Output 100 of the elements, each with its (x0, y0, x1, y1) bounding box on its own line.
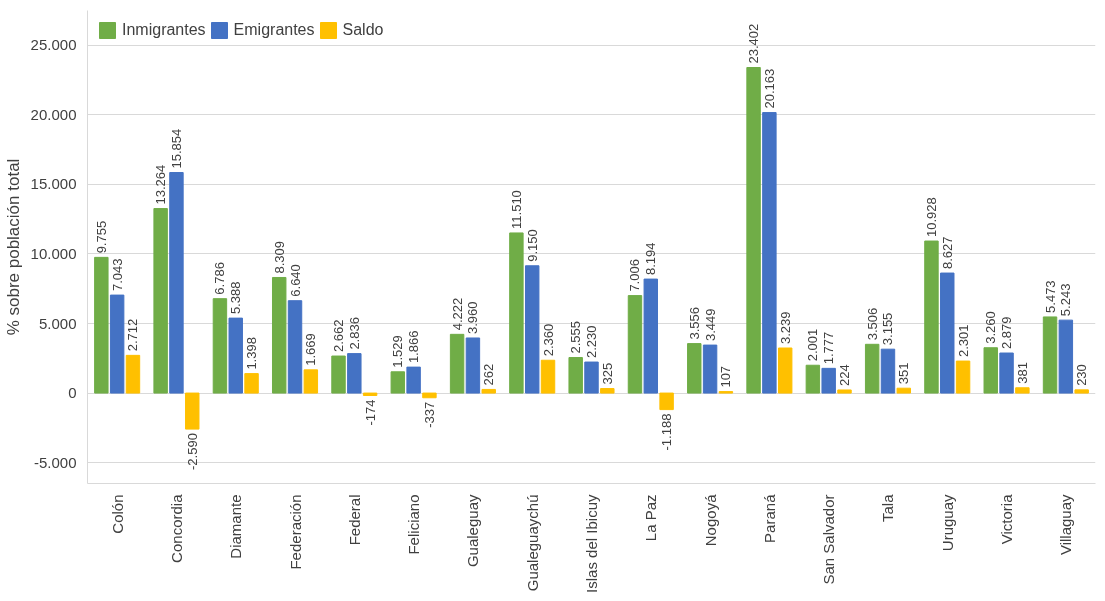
data-label: 15.854 (168, 128, 184, 169)
bar (169, 172, 184, 394)
bar (465, 337, 481, 394)
data-label: 1.398 (244, 337, 260, 370)
data-label: 224 (836, 364, 852, 386)
data-label: 3.155 (880, 312, 896, 346)
data-label: -337 (421, 401, 437, 428)
bar (1042, 316, 1058, 394)
bar (228, 317, 243, 394)
data-label: 4.222 (449, 297, 465, 331)
data-label: 2.001 (805, 328, 821, 362)
bar (1015, 387, 1030, 394)
x-tick-label: San Salvador (820, 494, 838, 585)
data-label: 2.836 (346, 317, 362, 350)
data-label: -174 (362, 399, 378, 426)
x-tick-label: Federación (286, 494, 304, 570)
bar (584, 361, 599, 394)
y-tick-label: -5.000 (33, 453, 77, 471)
x-tick-label: Victoria (998, 493, 1016, 545)
x-tick-label: Tala (879, 493, 897, 523)
bar (659, 392, 674, 411)
legend-label: Inmigrantes (122, 21, 206, 39)
bar (509, 232, 524, 394)
legend-label: Emigrantes (233, 21, 315, 39)
data-label: 262 (481, 363, 497, 386)
x-tick-label: Gualeguaychú (523, 494, 541, 592)
data-label: 1.669 (303, 333, 319, 366)
data-label: -2.590 (184, 433, 200, 470)
bar (481, 388, 496, 394)
data-label: 6.640 (287, 264, 303, 297)
y-tick-label: 10.000 (30, 244, 77, 262)
data-label: 2.230 (584, 325, 599, 359)
y-tick-label: 25.000 (30, 36, 77, 54)
x-tick-label: Nogoyá (701, 493, 719, 547)
bar (185, 392, 200, 430)
bar (153, 208, 168, 394)
bar (864, 343, 880, 394)
x-tick-label: Concordia (167, 493, 185, 563)
bar (390, 371, 406, 394)
bar (540, 359, 556, 394)
data-label: 2.555 (568, 320, 584, 354)
bar (983, 347, 998, 394)
bar (821, 367, 836, 394)
data-label: 20.163 (761, 68, 777, 109)
x-tick-label: Paraná (760, 493, 778, 543)
data-label: 7.006 (627, 259, 643, 292)
data-label: 107 (718, 365, 734, 388)
data-label: 381 (1014, 362, 1030, 384)
x-tick-label: Islas del Ibicuy (583, 494, 600, 593)
data-label: 2.712 (125, 318, 141, 352)
data-label: 3.449 (702, 308, 718, 342)
data-label: 3.506 (864, 307, 880, 341)
bar (600, 388, 615, 394)
data-label: 8.309 (271, 240, 287, 274)
data-label: 1.529 (390, 335, 406, 368)
data-label: 2.360 (540, 323, 556, 357)
data-label: 5.243 (1058, 283, 1074, 317)
bar (125, 354, 141, 394)
bar (746, 67, 761, 394)
bar (303, 369, 319, 394)
bar (940, 272, 955, 394)
data-label: 2.301 (955, 324, 971, 358)
data-label: 1.866 (406, 330, 422, 364)
data-label: 8.627 (939, 236, 955, 270)
bar (687, 343, 702, 394)
bar (837, 389, 852, 394)
data-label: 9.150 (524, 229, 540, 262)
x-tick-label: Gualeguay (464, 494, 482, 568)
data-label: 3.556 (686, 307, 702, 340)
bar (1058, 319, 1074, 394)
bar (880, 348, 896, 394)
data-label: 2.879 (999, 316, 1015, 350)
bar (568, 357, 583, 394)
data-label: 8.194 (643, 242, 659, 276)
bar (999, 352, 1014, 394)
data-label: 13.264 (153, 164, 169, 205)
bar (449, 333, 465, 394)
legend-label: Saldo (342, 21, 384, 39)
bar (287, 300, 303, 394)
data-label: 351 (896, 362, 912, 385)
bar (702, 344, 718, 394)
y-tick-label: 15.000 (30, 175, 77, 193)
x-tick-label: Colón (108, 494, 126, 534)
data-label: 230 (1074, 364, 1090, 386)
bar (805, 364, 821, 394)
data-label: 1.777 (821, 331, 837, 365)
x-tick-label: Feliciano (405, 494, 423, 555)
bar (627, 295, 643, 394)
bar (362, 392, 378, 396)
data-label: 7.043 (109, 258, 125, 292)
bar (955, 360, 971, 394)
data-label: 11.510 (508, 190, 524, 229)
x-tick-label: Federal (345, 494, 363, 546)
bar (1074, 389, 1089, 394)
bar (422, 392, 437, 399)
bar (762, 112, 777, 394)
bar (924, 240, 939, 394)
x-tick-label: Diamante (227, 494, 245, 559)
data-label: 2.662 (331, 319, 347, 353)
bar (777, 347, 793, 394)
